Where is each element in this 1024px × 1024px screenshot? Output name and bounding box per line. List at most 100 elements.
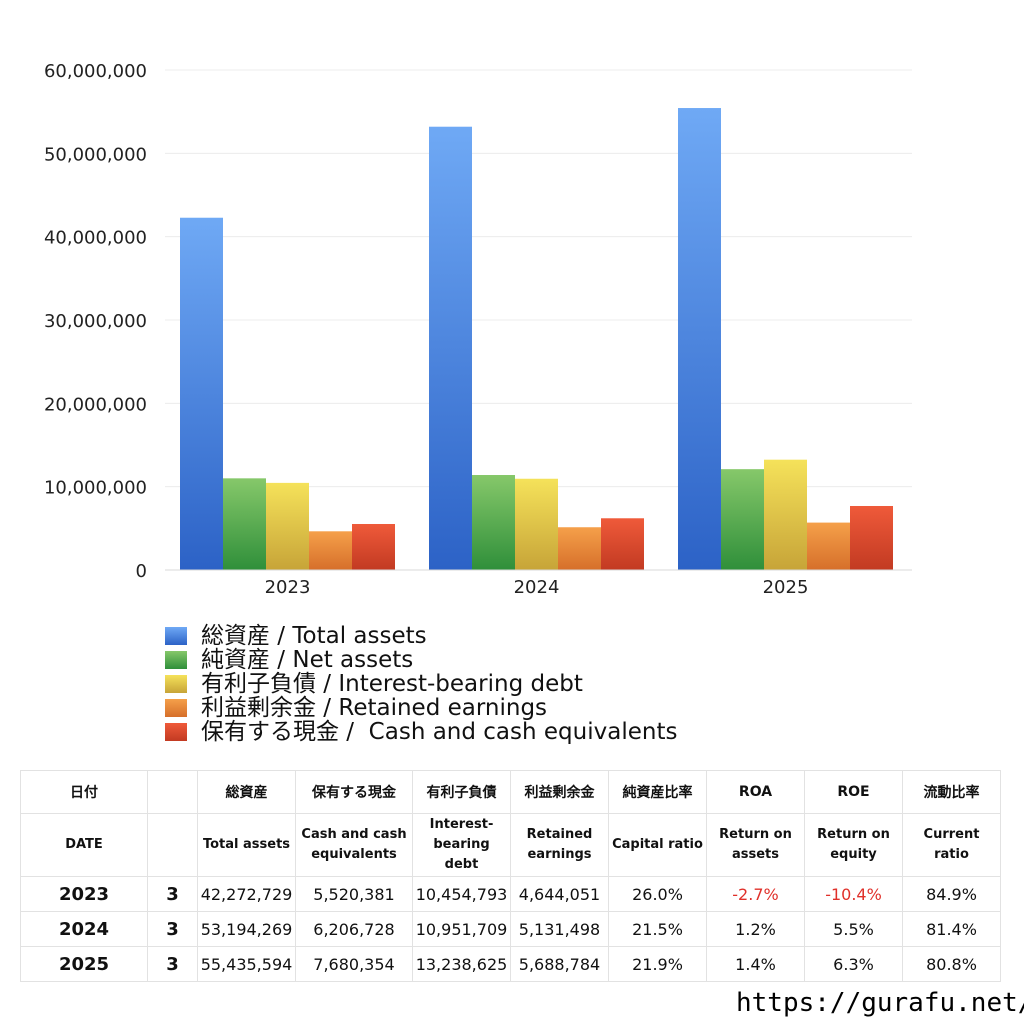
column-header: ROE [804, 770, 903, 814]
bar-2025-series-3 [807, 522, 850, 570]
bar-2024-series-1 [472, 475, 515, 570]
table-cell: 7,680,354 [295, 946, 413, 982]
column-header: Total assets [197, 813, 296, 877]
table-header-jp: 日付 総資産 保有する現金 有利子負債 利益剰余金 純資産比率 ROA ROE 流動比率 [20, 770, 1001, 814]
legend-item: 総資産 / Total assets [165, 624, 677, 648]
y-tick-label: 40,000,000 [44, 228, 147, 249]
bar-2023-series-3 [309, 531, 352, 570]
legend-swatch [165, 675, 187, 693]
column-header [147, 770, 198, 814]
table-cell: 1.2% [706, 911, 805, 947]
chart-svg: 0 10,000,000 20,000,000 30,000,000 40,000,00… [44, 61, 912, 598]
table-cell: 1.4% [706, 946, 805, 982]
legend-swatch [165, 627, 187, 645]
bar-2023-series-2 [266, 482, 309, 570]
table-cell: 84.9% [902, 876, 1001, 912]
column-header: 保有する現金 [295, 770, 413, 814]
legend-item: 保有する現金 / Cash and cash equivalents [165, 720, 677, 744]
bar-2024-series-3 [558, 527, 601, 570]
legend-swatch [165, 651, 187, 669]
x-tick-label: 2025 [763, 577, 809, 598]
column-header: 流動比率 [902, 770, 1001, 814]
table-cell: 21.9% [608, 946, 707, 982]
table-cell: 5,131,498 [510, 911, 609, 947]
table-cell: 13,238,625 [412, 946, 511, 982]
column-header: Retained earnings [510, 813, 609, 877]
y-tick-label: 20,000,000 [44, 394, 147, 415]
table-cell: 53,194,269 [197, 911, 296, 947]
bar-2024-series-4 [601, 518, 644, 570]
row-month: 3 [147, 911, 198, 947]
bar-2023-series-1 [223, 478, 266, 570]
legend-label: 総資産 / Total assets [201, 623, 427, 649]
column-header: 純資産比率 [608, 770, 707, 814]
column-header: 有利子負債 [412, 770, 511, 814]
legend-item: 純資産 / Net assets [165, 648, 677, 672]
table-cell: 10,951,709 [412, 911, 511, 947]
bar-2024-series-0 [429, 126, 472, 571]
legend-item: 有利子負債 / Interest-bearing debt [165, 672, 677, 696]
legend-swatch [165, 723, 187, 741]
bar-chart: 0 10,000,000 20,000,000 30,000,000 40,000,00… [44, 61, 912, 598]
y-tick-label: 50,000,000 [44, 144, 147, 165]
legend-label: 有利子負債 / Interest-bearing debt [201, 671, 583, 697]
table-cell: 5,688,784 [510, 946, 609, 982]
bar-2025-series-0 [678, 108, 721, 571]
legend-swatch [165, 699, 187, 717]
bar-2024-series-2 [515, 478, 558, 570]
y-tick-label: 10,000,000 [44, 478, 147, 499]
bar-2025-series-4 [850, 505, 893, 570]
bar-2023-series-4 [352, 523, 395, 570]
column-header: Interest-bearing debt [412, 813, 511, 877]
bar-2023-series-0 [180, 217, 223, 570]
table-cell: -2.7% [706, 876, 805, 912]
legend-label: 純資産 / Net assets [201, 647, 414, 673]
legend-item: 利益剰余金 / Retained earnings [165, 696, 677, 720]
table-cell: 55,435,594 [197, 946, 296, 982]
table-cell: 4,644,051 [510, 876, 609, 912]
row-month: 3 [147, 946, 198, 982]
table-cell: 81.4% [902, 911, 1001, 947]
column-header: 日付 [20, 770, 148, 814]
column-header: 利益剰余金 [510, 770, 609, 814]
chart-legend: 総資産 / Total assets 純資産 / Net assets 有利子負債 … [165, 624, 677, 744]
table-cell: 42,272,729 [197, 876, 296, 912]
column-header: Cash and cash equivalents [295, 813, 413, 877]
legend-label: 利益剰余金 / Retained earnings [201, 695, 548, 721]
column-header: ROA [706, 770, 805, 814]
table-cell: 6,206,728 [295, 911, 413, 947]
column-header: Capital ratio [608, 813, 707, 877]
row-date: 2023 [20, 876, 148, 912]
table-cell: 21.5% [608, 911, 707, 947]
row-date: 2025 [20, 946, 148, 982]
table-cell: 10,454,793 [412, 876, 511, 912]
x-tick-label: 2024 [514, 577, 560, 598]
row-date: 2024 [20, 911, 148, 947]
table-row: 2024 3 53,194,269 6,206,728 10,951,709 5,131,… [20, 911, 1001, 947]
column-header: 総資産 [197, 770, 296, 814]
column-header: Current ratio [902, 813, 1001, 877]
table-cell: 26.0% [608, 876, 707, 912]
table-cell: 6.3% [804, 946, 903, 982]
y-tick-label: 60,000,000 [44, 61, 147, 82]
x-tick-label: 2023 [265, 577, 311, 598]
bar-2025-series-1 [721, 469, 764, 570]
site-url[interactable]: https://gurafu.net/ [736, 988, 1024, 1018]
bar-2025-series-2 [764, 459, 807, 570]
financial-data-table: 日付 総資産 保有する現金 有利子負債 利益剰余金 純資産比率 ROA ROE 流動比率 DATE… [20, 770, 1001, 982]
table-cell: 5,520,381 [295, 876, 413, 912]
column-header: Return on equity [804, 813, 903, 877]
column-header: DATE [20, 813, 148, 877]
y-tick-label: 30,000,000 [44, 311, 147, 332]
table-row: 2025 3 55,435,594 7,680,354 13,238,625 5,688,… [20, 946, 1001, 982]
table-header-en: DATE Total assets Cash and cash equivalents… [20, 813, 1001, 877]
table-row: 2023 3 42,272,729 5,520,381 10,454,793 4,644,… [20, 876, 1001, 912]
column-header [147, 813, 198, 877]
y-tick-label: 0 [136, 561, 147, 582]
row-month: 3 [147, 876, 198, 912]
column-header: Return on assets [706, 813, 805, 877]
table-cell: 80.8% [902, 946, 1001, 982]
table-cell: -10.4% [804, 876, 903, 912]
legend-label: 保有する現金 / Cash and cash equivalents [201, 719, 678, 745]
table-cell: 5.5% [804, 911, 903, 947]
